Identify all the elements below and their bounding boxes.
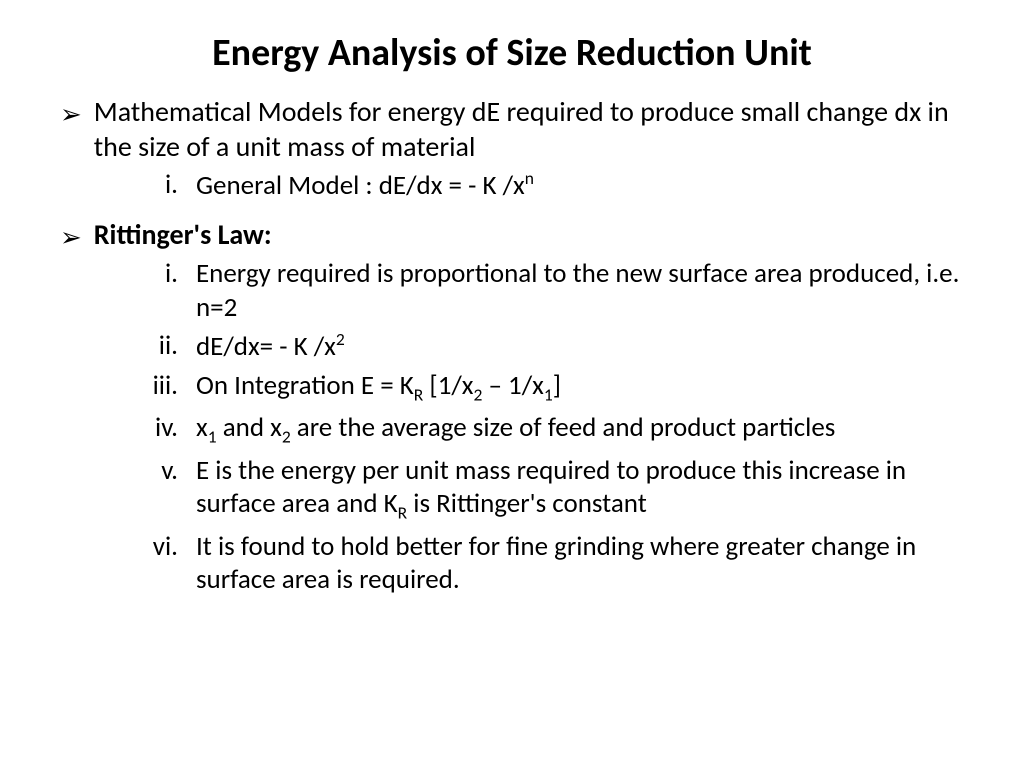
item-text: x1 and x2 are the average size of feed a… — [196, 411, 835, 448]
item-text: General Model : dE/dx = - K /xn — [196, 168, 534, 203]
bullet-1: ➢ Mathematical Models for energy dE requ… — [60, 94, 964, 164]
item-text: E is the energy per unit mass required t… — [196, 454, 964, 525]
slide-title: Energy Analysis of Size Reduction Unit — [60, 30, 964, 76]
item-text: On Integration E = KR [1/x2 – 1/x1] — [196, 369, 561, 406]
item-text: It is found to hold better for fine grin… — [196, 530, 964, 598]
roman-numeral: i. — [130, 168, 178, 201]
list-item: iv. x1 and x2 are the average size of fe… — [130, 411, 964, 448]
roman-numeral: ii. — [130, 329, 178, 362]
list-item: i. Energy required is proportional to th… — [130, 257, 964, 325]
arrow-icon: ➢ — [60, 221, 82, 253]
item-text: dE/dx= - K /x2 — [196, 329, 345, 364]
list-item: i. General Model : dE/dx = - K /xn — [130, 168, 964, 203]
roman-numeral: iv. — [130, 411, 178, 444]
bullet-2: ➢ Rittinger's Law: — [60, 217, 964, 253]
bullet-1-text: Mathematical Models for energy dE requir… — [94, 94, 964, 164]
item-text: Energy required is proportional to the n… — [196, 257, 964, 325]
roman-numeral: v. — [130, 454, 178, 487]
bullet-2-heading: Rittinger's Law: — [94, 217, 272, 252]
list-item: vi. It is found to hold better for fine … — [130, 530, 964, 598]
bullet-2-sublist: i. Energy required is proportional to th… — [130, 257, 964, 597]
arrow-icon: ➢ — [60, 98, 82, 130]
list-item: v. E is the energy per unit mass require… — [130, 454, 964, 525]
bullet-1-sublist: i. General Model : dE/dx = - K /xn — [130, 168, 964, 203]
list-item: ii. dE/dx= - K /x2 — [130, 329, 964, 364]
roman-numeral: i. — [130, 257, 178, 290]
roman-numeral: vi. — [130, 530, 178, 563]
roman-numeral: iii. — [130, 369, 178, 402]
list-item: iii. On Integration E = KR [1/x2 – 1/x1] — [130, 369, 964, 406]
